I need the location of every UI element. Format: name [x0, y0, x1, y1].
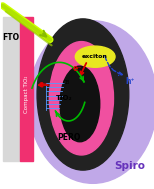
Text: TiO₂: TiO₂: [56, 95, 73, 101]
Bar: [20, 17, 33, 161]
Text: PERO: PERO: [57, 133, 81, 143]
Ellipse shape: [37, 19, 129, 170]
Text: e⁻: e⁻: [38, 80, 48, 89]
Text: FTO: FTO: [2, 33, 19, 42]
Ellipse shape: [49, 42, 113, 155]
Text: Spiro: Spiro: [114, 161, 145, 171]
Bar: [3, 17, 20, 161]
Ellipse shape: [75, 46, 115, 67]
Text: CB: CB: [63, 80, 70, 85]
Ellipse shape: [60, 66, 100, 142]
Text: Compact TiO₂: Compact TiO₂: [24, 76, 29, 113]
Text: e⁻: e⁻: [72, 64, 81, 74]
Text: h⁺: h⁺: [126, 77, 135, 86]
Ellipse shape: [29, 21, 154, 183]
Text: exciton: exciton: [82, 54, 108, 59]
